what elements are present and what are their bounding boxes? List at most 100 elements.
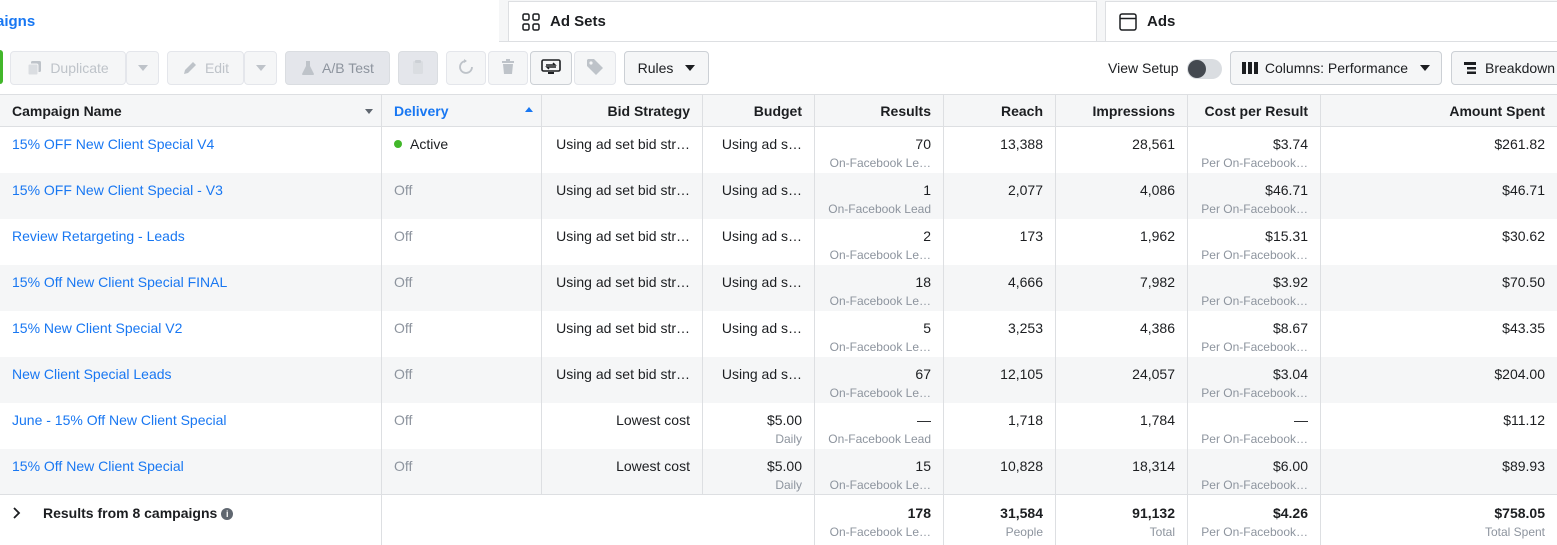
column-header-cost-per-result[interactable]: Cost per Result xyxy=(1188,95,1321,127)
spent-value: $43.35 xyxy=(1333,320,1545,336)
duplicate-button[interactable]: Duplicate xyxy=(10,51,126,85)
tab-campaigns[interactable]: aigns xyxy=(0,0,499,43)
table-row[interactable]: New Client Special Leads Off Using ad set … xyxy=(0,357,1557,403)
preview-button[interactable] xyxy=(530,51,572,85)
clipboard-button[interactable] xyxy=(398,51,438,85)
rules-dropdown[interactable]: Rules xyxy=(624,51,709,85)
column-header-amount-spent[interactable]: Amount Spent xyxy=(1321,95,1557,127)
cpr-value: $3.74 xyxy=(1200,136,1308,152)
summary-results-value: 178 xyxy=(907,505,931,521)
create-button-edge[interactable] xyxy=(0,50,3,84)
rules-label: Rules xyxy=(637,60,674,76)
summary-reach-value: 31,584 xyxy=(1000,505,1043,521)
tab-ads[interactable]: Ads xyxy=(1105,1,1557,41)
chevron-right-icon[interactable] xyxy=(13,506,21,522)
cell-name[interactable]: 15% OFF New Client Special V4 xyxy=(0,127,382,173)
results-value: — xyxy=(827,412,931,428)
cell-reach: 12,105 xyxy=(944,357,1056,403)
column-header-budget[interactable]: Budget xyxy=(703,95,815,127)
column-header-results[interactable]: Results xyxy=(815,95,944,127)
cell-results: — On-Facebook Lead xyxy=(815,403,944,449)
results-text: 67 xyxy=(915,366,931,382)
chevron-down-icon xyxy=(255,65,266,71)
name-text: 15% OFF New Client Special - V3 xyxy=(12,182,223,198)
cell-name[interactable]: 15% Off New Client Special xyxy=(0,449,382,495)
campaign-name-link[interactable]: New Client Special Leads xyxy=(12,366,369,382)
ab-test-button[interactable]: A/B Test xyxy=(285,51,390,85)
cell-name[interactable]: New Client Special Leads xyxy=(0,357,382,403)
campaign-name-link[interactable]: 15% OFF New Client Special V4 xyxy=(12,136,369,152)
cell-name[interactable]: Review Retargeting - Leads xyxy=(0,219,382,265)
cell-bid: Using ad set bid str… xyxy=(542,173,703,219)
edit-dropdown[interactable] xyxy=(244,51,277,85)
view-setup-toggle[interactable] xyxy=(1187,59,1222,79)
cell-results: 18 On-Facebook Le… xyxy=(815,265,944,311)
columns-label: Columns: Performance xyxy=(1264,60,1409,76)
table-header: Campaign Name Delivery Bid Strategy Budg… xyxy=(0,94,1557,127)
column-header-label: Amount Spent xyxy=(1449,103,1545,119)
chevron-down-icon xyxy=(685,65,696,71)
bid-value: Using ad set bid str… xyxy=(554,274,690,290)
campaign-name-link[interactable]: 15% Off New Client Special xyxy=(12,458,369,474)
info-icon[interactable]: i xyxy=(221,508,234,520)
table-row[interactable]: Review Retargeting - Leads Off Using ad se… xyxy=(0,219,1557,265)
budget-subtext: Daily xyxy=(775,432,802,446)
name-text: Review Retargeting - Leads xyxy=(12,228,185,244)
campaign-name-link[interactable]: 15% OFF New Client Special - V3 xyxy=(12,182,369,198)
bid-value: Lowest cost xyxy=(554,412,690,428)
summary-label-cell[interactable]: Results from 8 campaigns i xyxy=(0,495,382,545)
cell-name[interactable]: 15% Off New Client Special FINAL xyxy=(0,265,382,311)
refresh-icon xyxy=(458,58,474,78)
edit-button[interactable]: Edit xyxy=(167,51,244,85)
toolbar: Duplicate Edit A/B Test xyxy=(0,42,1557,94)
table-row[interactable]: June - 15% Off New Client Special Off Lowe… xyxy=(0,403,1557,449)
delete-button[interactable] xyxy=(488,51,528,85)
spent-value: $89.93 xyxy=(1333,458,1545,474)
column-header-delivery[interactable]: Delivery xyxy=(382,95,542,127)
duplicate-label: Duplicate xyxy=(50,60,109,76)
budget-value: $5.00 xyxy=(715,458,802,474)
cell-impressions: 7,982 xyxy=(1056,265,1188,311)
reach-value: 12,105 xyxy=(956,366,1043,382)
cell-delivery: Active xyxy=(382,127,542,173)
delivery-text: Off xyxy=(394,366,413,382)
column-header-bid-strategy[interactable]: Bid Strategy xyxy=(542,95,703,127)
campaign-name-link[interactable]: June - 15% Off New Client Special xyxy=(12,412,369,428)
cell-bid: Lowest cost xyxy=(542,449,703,495)
column-header-impressions[interactable]: Impressions xyxy=(1056,95,1188,127)
table-row[interactable]: 15% OFF New Client Special - V3 Off Using … xyxy=(0,173,1557,219)
delivery-text: Off xyxy=(394,182,413,198)
summary-results-sub: On-Facebook Le… xyxy=(829,525,931,539)
name-text: New Client Special Leads xyxy=(12,366,172,382)
campaign-name-link[interactable]: Review Retargeting - Leads xyxy=(12,228,369,244)
campaign-name-link[interactable]: 15% Off New Client Special FINAL xyxy=(12,274,369,290)
duplicate-dropdown[interactable] xyxy=(126,51,159,85)
table-row[interactable]: 15% OFF New Client Special V4 Active Using… xyxy=(0,127,1557,173)
tag-button[interactable] xyxy=(574,51,616,85)
bid-text: Using ad set bid str… xyxy=(556,320,690,336)
cell-name[interactable]: 15% OFF New Client Special - V3 xyxy=(0,173,382,219)
column-header-label: Delivery xyxy=(394,103,449,119)
delivery-status: Off xyxy=(394,320,529,336)
column-header-reach[interactable]: Reach xyxy=(944,95,1056,127)
table-row[interactable]: 15% Off New Client Special FINAL Off Using… xyxy=(0,265,1557,311)
columns-dropdown[interactable]: Columns: Performance xyxy=(1230,51,1442,85)
tab-ad-sets[interactable]: Ad Sets xyxy=(508,1,1097,41)
sort-up-icon xyxy=(525,107,533,112)
table-row[interactable]: 15% New Client Special V2 Off Using ad set… xyxy=(0,311,1557,357)
column-header-label: Impressions xyxy=(1092,103,1175,119)
cell-cpr: $3.92 Per On-Facebook… xyxy=(1188,265,1321,311)
column-header-campaign-name[interactable]: Campaign Name xyxy=(0,95,382,127)
cell-spent: $43.35 xyxy=(1321,311,1557,357)
refresh-button[interactable] xyxy=(446,51,486,85)
cell-name[interactable]: June - 15% Off New Client Special xyxy=(0,403,382,449)
summary-spent: $758.05 Total Spent xyxy=(1321,495,1557,545)
impressions-text: 1,962 xyxy=(1139,228,1175,244)
spent-text: $70.50 xyxy=(1502,274,1545,290)
breakdown-dropdown[interactable]: Breakdown xyxy=(1451,51,1557,85)
cell-reach: 2,077 xyxy=(944,173,1056,219)
table-row[interactable]: 15% Off New Client Special Off Lowest cost… xyxy=(0,449,1557,495)
cell-name[interactable]: 15% New Client Special V2 xyxy=(0,311,382,357)
cell-reach: 1,718 xyxy=(944,403,1056,449)
campaign-name-link[interactable]: 15% New Client Special V2 xyxy=(12,320,369,336)
